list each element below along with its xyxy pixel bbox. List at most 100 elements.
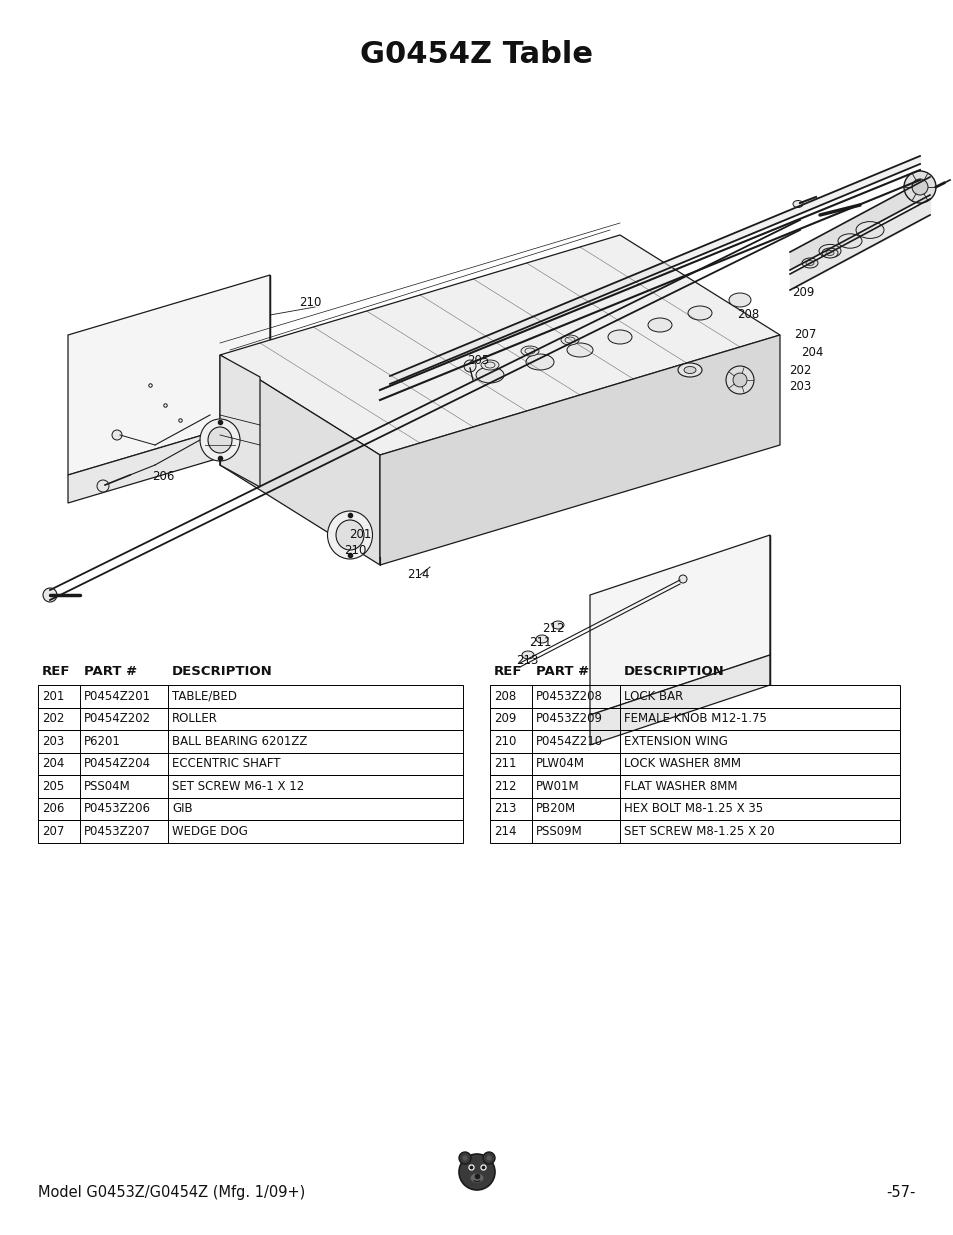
- Ellipse shape: [647, 317, 671, 332]
- Polygon shape: [379, 335, 780, 564]
- Ellipse shape: [821, 248, 837, 258]
- Bar: [490, 752, 899, 776]
- Text: DESCRIPTION: DESCRIPTION: [623, 664, 724, 678]
- Bar: [38, 798, 462, 820]
- Text: ECCENTRIC SHAFT: ECCENTRIC SHAFT: [172, 757, 280, 771]
- Text: HEX BOLT M8-1.25 X 35: HEX BOLT M8-1.25 X 35: [623, 803, 762, 815]
- Text: 204: 204: [42, 757, 64, 771]
- Text: P0453Z206: P0453Z206: [84, 803, 151, 815]
- Bar: [38, 776, 462, 798]
- Text: PART #: PART #: [536, 664, 589, 678]
- Circle shape: [679, 576, 686, 583]
- Circle shape: [461, 1155, 468, 1161]
- Text: LOCK BAR: LOCK BAR: [623, 690, 682, 703]
- Text: LOCK WASHER 8MM: LOCK WASHER 8MM: [623, 757, 740, 771]
- Text: FLAT WASHER 8MM: FLAT WASHER 8MM: [623, 779, 737, 793]
- Bar: [490, 798, 899, 820]
- Ellipse shape: [683, 367, 696, 373]
- Text: PSS09M: PSS09M: [536, 825, 582, 837]
- Text: EXTENSION WING: EXTENSION WING: [623, 735, 727, 747]
- Bar: [490, 685, 899, 708]
- Text: 214: 214: [494, 825, 516, 837]
- Bar: [490, 708, 899, 730]
- Bar: [38, 708, 462, 730]
- Text: 207: 207: [42, 825, 64, 837]
- Text: PLW04M: PLW04M: [536, 757, 584, 771]
- Bar: [38, 820, 462, 842]
- Circle shape: [903, 170, 935, 203]
- Text: TABLE/BED: TABLE/BED: [172, 690, 236, 703]
- Text: 204: 204: [800, 347, 822, 359]
- Text: 205: 205: [466, 353, 489, 367]
- Ellipse shape: [728, 293, 750, 308]
- Circle shape: [112, 430, 122, 440]
- Text: 214: 214: [406, 568, 429, 582]
- Text: 201: 201: [42, 690, 64, 703]
- Text: 209: 209: [494, 713, 516, 725]
- Text: 208: 208: [494, 690, 516, 703]
- Circle shape: [732, 373, 746, 387]
- Ellipse shape: [607, 330, 631, 345]
- Text: SET SCREW M6-1 X 12: SET SCREW M6-1 X 12: [172, 779, 304, 793]
- Text: 211: 211: [494, 757, 516, 771]
- Text: REF: REF: [494, 664, 522, 678]
- Ellipse shape: [801, 258, 817, 268]
- Text: 206: 206: [152, 471, 174, 483]
- Polygon shape: [589, 535, 769, 715]
- Text: P0453Z208: P0453Z208: [536, 690, 602, 703]
- Text: P0454Z204: P0454Z204: [84, 757, 151, 771]
- Ellipse shape: [520, 346, 538, 356]
- Circle shape: [43, 588, 57, 601]
- Ellipse shape: [470, 1173, 483, 1183]
- Bar: [490, 730, 899, 752]
- Circle shape: [725, 366, 753, 394]
- Polygon shape: [68, 275, 270, 475]
- Polygon shape: [220, 235, 780, 454]
- Text: 212: 212: [494, 779, 516, 793]
- Text: 202: 202: [788, 363, 810, 377]
- Text: 210: 210: [494, 735, 516, 747]
- Circle shape: [458, 1152, 471, 1165]
- Text: -57-: -57-: [885, 1186, 915, 1200]
- Text: 211: 211: [528, 636, 551, 650]
- Text: P6201: P6201: [84, 735, 121, 747]
- Text: Model G0453Z/G0454Z (Mfg. 1/09+): Model G0453Z/G0454Z (Mfg. 1/09+): [38, 1186, 305, 1200]
- Ellipse shape: [335, 520, 364, 550]
- Polygon shape: [589, 655, 769, 745]
- Circle shape: [97, 480, 109, 492]
- Bar: [490, 776, 899, 798]
- Text: 213: 213: [494, 803, 516, 815]
- Circle shape: [482, 1152, 495, 1165]
- Text: 207: 207: [793, 329, 816, 342]
- Ellipse shape: [678, 363, 701, 377]
- Text: PB20M: PB20M: [536, 803, 576, 815]
- Text: REF: REF: [42, 664, 71, 678]
- Ellipse shape: [687, 306, 711, 320]
- Text: 201: 201: [349, 529, 371, 541]
- Text: 212: 212: [541, 622, 563, 636]
- Text: 208: 208: [736, 309, 759, 321]
- Text: PSS04M: PSS04M: [84, 779, 131, 793]
- Polygon shape: [68, 415, 270, 503]
- Bar: [38, 730, 462, 752]
- Ellipse shape: [837, 233, 862, 248]
- Ellipse shape: [552, 621, 563, 629]
- Polygon shape: [220, 354, 379, 564]
- Circle shape: [485, 1155, 492, 1161]
- Ellipse shape: [536, 635, 547, 643]
- Text: 206: 206: [42, 803, 64, 815]
- Text: P0453Z209: P0453Z209: [536, 713, 602, 725]
- Text: P0453Z207: P0453Z207: [84, 825, 151, 837]
- Text: 205: 205: [42, 779, 64, 793]
- Ellipse shape: [480, 359, 498, 370]
- Text: 203: 203: [42, 735, 64, 747]
- Text: BALL BEARING 6201ZZ: BALL BEARING 6201ZZ: [172, 735, 307, 747]
- Text: DESCRIPTION: DESCRIPTION: [172, 664, 273, 678]
- Bar: [38, 685, 462, 708]
- Text: WEDGE DOG: WEDGE DOG: [172, 825, 248, 837]
- Ellipse shape: [200, 419, 240, 461]
- Ellipse shape: [521, 651, 534, 659]
- Ellipse shape: [792, 200, 802, 207]
- Text: 203: 203: [788, 380, 810, 394]
- Text: 210: 210: [298, 296, 321, 310]
